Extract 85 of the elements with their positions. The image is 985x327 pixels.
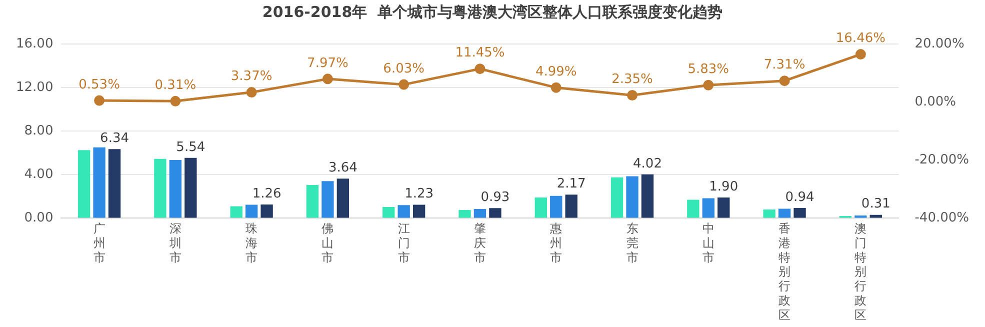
data-label: 0.93: [480, 190, 510, 205]
bar: [260, 204, 273, 218]
x-tick-label: 珠海市: [246, 222, 258, 264]
bar: [489, 208, 502, 218]
bar: [458, 210, 471, 218]
bar: [474, 208, 486, 218]
x-tick-label: 澳门特别行政区: [854, 222, 867, 322]
bar: [184, 158, 197, 218]
point: [170, 96, 181, 106]
y-tick-label: 8.00: [24, 123, 54, 138]
bar: [154, 158, 166, 218]
bar: [794, 208, 806, 218]
data-label: 6.34: [100, 131, 129, 146]
point: [627, 90, 638, 100]
bar: [398, 205, 410, 218]
bar: [778, 208, 791, 218]
x-tick-label: 东莞市: [626, 222, 638, 264]
bar: [565, 194, 578, 218]
data-label: 0.94: [785, 190, 814, 205]
bar: [763, 209, 776, 218]
data-label: 3.64: [328, 160, 358, 176]
bar: [534, 198, 547, 218]
bar: [322, 181, 334, 218]
x-tick-label: 惠州市: [549, 222, 562, 264]
data-label: 4.99%: [535, 64, 577, 80]
point: [322, 74, 333, 84]
bar: [382, 206, 395, 218]
bar: [306, 184, 319, 218]
point: [779, 76, 790, 86]
y2-tick-label: 0.00%: [914, 94, 956, 110]
bar: [687, 200, 700, 218]
x-tick-label: 深圳市: [168, 222, 182, 264]
y-tick-label: 16.00: [16, 36, 54, 52]
bar: [610, 177, 624, 218]
x-tick-label: 中山市: [702, 222, 714, 264]
x-tick-label: 江门市: [398, 222, 410, 264]
point: [855, 49, 866, 60]
y-tick-label: 0.00: [24, 210, 54, 226]
x-tick-label: 香港特别行政区: [778, 222, 791, 322]
data-label: 5.54: [176, 140, 206, 155]
bar: [336, 178, 350, 218]
y-tick-label: 4.00: [24, 167, 54, 182]
bar: [641, 174, 654, 218]
bar: [718, 198, 730, 218]
x-tick-label: 广州市: [93, 222, 106, 264]
y2-tick-label: -20.00%: [914, 152, 970, 168]
y2-tick-label: 20.00%: [914, 36, 964, 52]
bar: [230, 206, 242, 218]
data-label: 5.83%: [688, 62, 730, 78]
point: [703, 80, 714, 90]
y2-tick-label: -40.00%: [914, 210, 970, 226]
data-label: 0.31: [861, 196, 890, 212]
data-label: 1.26: [252, 186, 282, 202]
data-label: 2.17: [556, 176, 586, 192]
point: [474, 64, 486, 74]
bar: [93, 147, 106, 218]
bar: [108, 149, 121, 218]
bar: [854, 215, 867, 218]
data-label: 16.46%: [836, 31, 886, 46]
data-label: 6.03%: [383, 61, 424, 76]
point: [550, 82, 562, 93]
point: [246, 87, 257, 98]
bar: [626, 176, 638, 218]
point: [398, 79, 410, 90]
data-label: 0.31%: [154, 78, 196, 94]
data-label: 1.90: [709, 179, 738, 194]
bar: [412, 204, 426, 218]
y-tick-label: 12.00: [16, 80, 54, 95]
data-label: 0.53%: [78, 77, 120, 92]
bar: [702, 198, 714, 218]
data-label: 2.35%: [612, 72, 653, 88]
bar: [245, 204, 258, 218]
x-tick-label: 肇庆市: [474, 222, 486, 264]
data-label: 7.31%: [764, 58, 806, 73]
bar: [550, 196, 562, 218]
bar: [169, 160, 182, 218]
chart-title: 2016-2018年 单个城市与粤港澳大湾区整体人口联系强度变化趋势: [262, 2, 723, 21]
x-tick-label: 佛山市: [322, 222, 334, 264]
data-label: 4.02: [633, 156, 662, 172]
data-label: 3.37%: [230, 69, 272, 84]
data-label: 7.97%: [307, 56, 348, 71]
data-label: 1.23: [404, 186, 434, 202]
bar: [78, 150, 90, 218]
point: [94, 95, 105, 106]
data-label: 11.45%: [455, 46, 505, 61]
